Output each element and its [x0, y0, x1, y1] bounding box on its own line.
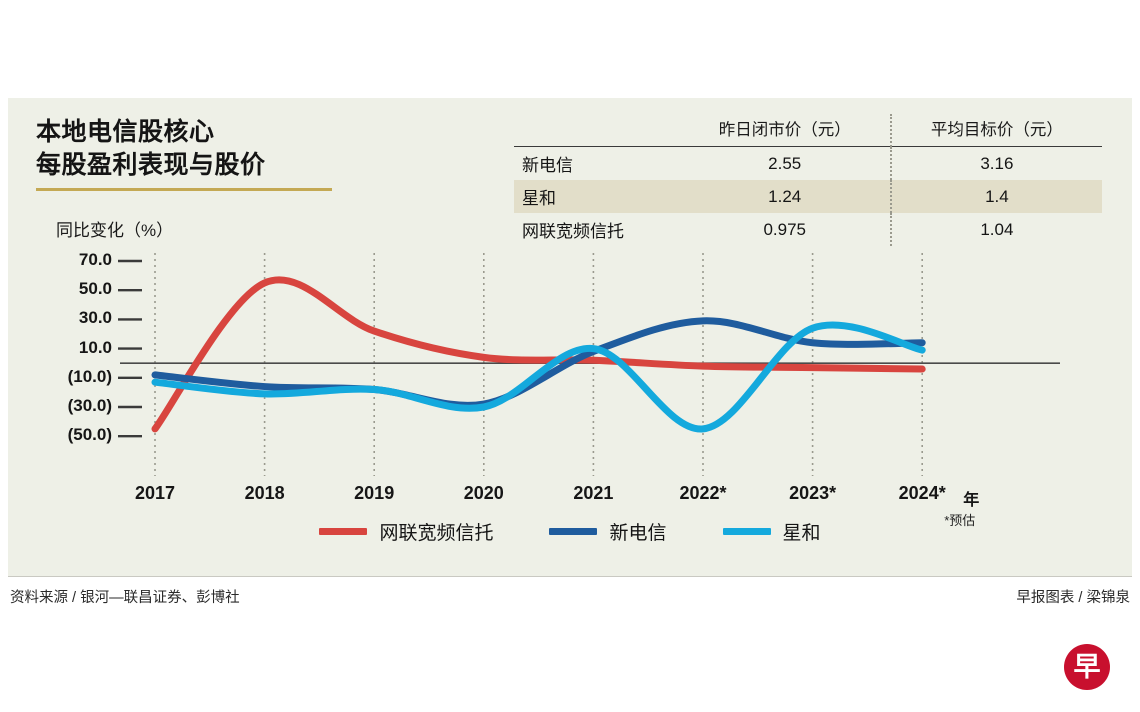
legend-color-swatch [722, 528, 771, 535]
chart-legend: 网联宽频信托 新电信 星和 [8, 518, 1132, 545]
chart-series-line [151, 321, 926, 433]
chart-series-line [151, 276, 926, 433]
x-axis-tick-label: 2018 [244, 483, 285, 503]
legend-label: 星和 [782, 523, 821, 544]
table-row: 星和 1.24 1.4 [514, 180, 1102, 213]
price-table-header-last-close: 昨日闭市价（元） [679, 114, 891, 147]
table-row: 新电信 2.55 3.16 [514, 146, 1102, 180]
price-table: 昨日闭市价（元） 平均目标价（元） 新电信 2.55 3.16 星和 1.24 … [514, 114, 1102, 246]
chart-y-tick-marks [118, 259, 142, 438]
price-row-last-close: 0.975 [763, 219, 806, 239]
chart-gridlines [154, 253, 924, 476]
legend-color-swatch [549, 528, 598, 535]
legend-color-swatch [319, 528, 368, 535]
price-row-target: 1.4 [889, 180, 1102, 213]
footer-credit: 早报图表 / 梁锦泉 [1016, 590, 1130, 606]
x-axis-tick-label: 2024* [898, 483, 946, 503]
x-axis-tick-label: 2017 [134, 483, 176, 503]
y-axis-tick-label: 70.0 [78, 250, 112, 269]
y-axis-tick-label: 50.0 [78, 279, 112, 299]
chart-svg [118, 253, 1060, 476]
x-axis-tick-label: 2022* [679, 483, 727, 503]
chart-series-lines [151, 276, 926, 433]
legend-label: 新电信 [609, 523, 667, 544]
price-row-name: 星和 [514, 180, 680, 213]
x-axis-tick-label: 2020 [463, 483, 504, 503]
chart-card: 本地电信股核心 每股盈利表现与股价 同比变化（%） 昨日闭市价（元） 平均目标价… [8, 98, 1132, 576]
chart-series-line [151, 317, 926, 409]
y-axis-tick-label: (30.0) [67, 396, 112, 415]
price-table-header-name [514, 114, 680, 147]
price-row-name: 网联宽频信托 [522, 222, 624, 241]
zaobao-logo: 早 [1064, 644, 1110, 690]
x-axis-tick-label: 2023* [789, 483, 837, 503]
y-axis-tick-label: (10.0) [67, 366, 112, 386]
table-row: 网联宽频信托 0.975 1.04 [514, 213, 1102, 246]
x-axis-tick-label: 2021 [573, 483, 614, 503]
title-block: 本地电信股核心 每股盈利表现与股价 [36, 116, 456, 191]
x-axis-unit-label: 年 [963, 492, 980, 509]
price-row-last-close: 1.24 [679, 180, 891, 213]
footer-divider [8, 576, 1132, 577]
chart-plot-area: 70.0 50.0 30.0 10.0 (10.0) (30.0) (50.0) 2017 2… [8, 98, 1132, 576]
title-underline [36, 188, 332, 191]
price-row-target: 3.16 [889, 146, 1102, 180]
footer-source: 资料来源 / 银河—联昌证券、彭博社 [10, 590, 240, 606]
price-row-last-close: 2.55 [768, 153, 802, 173]
y-axis-unit-label: 同比变化（%） [56, 221, 174, 240]
x-axis-footnote: *预估 [944, 513, 976, 528]
x-axis-tick-label: 2019 [354, 483, 395, 503]
price-table-header-target: 平均目标价（元） [889, 114, 1102, 147]
y-axis-tick-label: (50.0) [67, 425, 112, 445]
legend-item-starhub: 星和 [722, 518, 821, 545]
legend-label: 网联宽频信托 [379, 523, 494, 544]
price-row-target: 1.04 [889, 213, 1102, 246]
page-title-line-2: 每股盈利表现与股价 [36, 151, 266, 179]
y-axis-tick-label: 30.0 [78, 308, 112, 328]
legend-item-singtel: 新电信 [549, 518, 667, 545]
page-title-line-1: 本地电信股核心 [36, 118, 215, 146]
y-axis-tick-label: 10.0 [78, 337, 112, 357]
price-row-name: 新电信 [522, 156, 573, 175]
legend-item-wirelessbroadband: 网联宽频信托 [319, 518, 493, 545]
price-table-header-row: 昨日闭市价（元） 平均目标价（元） [514, 114, 1102, 147]
